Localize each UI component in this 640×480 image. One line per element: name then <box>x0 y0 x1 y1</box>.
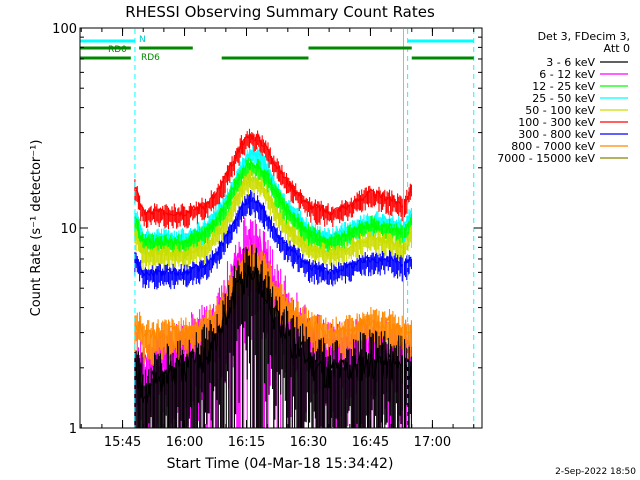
legend-entry-label: 300 - 800 keV <box>518 128 595 141</box>
x-tick-label: 17:00 <box>414 435 451 450</box>
flag-label-n: N <box>139 35 146 45</box>
legend-entry-label: 100 - 300 keV <box>518 116 595 129</box>
legend-header-line-2: Att 0 <box>604 42 630 55</box>
series-3-6-kev <box>134 244 412 428</box>
legend-entry: 12 - 25 keV <box>532 80 628 93</box>
legend-entry: 25 - 50 keV <box>532 92 628 105</box>
series-100-300-kev <box>134 128 412 230</box>
footer-timestamp: 2-Sep-2022 18:50 <box>555 467 636 477</box>
legend-entry: 3 - 6 keV <box>546 56 628 69</box>
legend-entry-label: 50 - 100 keV <box>525 104 595 117</box>
flag-label-rd6: RD6 <box>141 53 160 63</box>
legend-entry-label: 7000 - 15000 keV <box>497 152 595 165</box>
flag-label-rd0: RD0 <box>108 45 127 55</box>
y-tick-label: 1 <box>69 422 77 437</box>
y-tick-label: 100 <box>52 22 77 37</box>
x-tick-label: 15:45 <box>104 435 141 450</box>
legend-entry: 100 - 300 keV <box>518 116 628 129</box>
axes: 15:45 16:00 16:15 16:30 16:45 17:00 1 10 100 <box>52 22 482 450</box>
legend-entry-label: 6 - 12 keV <box>539 68 595 81</box>
legend-entry: 7000 - 15000 keV <box>497 152 628 165</box>
x-tick-label: 16:30 <box>290 435 327 450</box>
legend-entry: 300 - 800 keV <box>518 128 628 141</box>
legend-header-line-1: Det 3, FDecim 3, <box>538 30 630 43</box>
plot-area: N RD0 RD6 <box>79 29 475 428</box>
y-axis-label: Count Rate (s⁻¹ detector⁻¹) <box>29 140 44 317</box>
legend-entry: 800 - 7000 keV <box>511 140 628 153</box>
legend-entry: 50 - 100 keV <box>525 104 628 117</box>
legend-entry: 6 - 12 keV <box>539 68 628 81</box>
x-tick-label: 16:15 <box>228 435 265 450</box>
x-axis-label: Start Time (04-Mar-18 15:34:42) <box>167 456 394 472</box>
y-tick-label: 10 <box>60 222 77 237</box>
legend-entry-label: 3 - 6 keV <box>546 56 595 69</box>
x-tick-label: 16:45 <box>352 435 389 450</box>
legend-entry-label: 12 - 25 keV <box>532 80 595 93</box>
legend-entry-label: 800 - 7000 keV <box>511 140 595 153</box>
x-tick-label: 16:00 <box>166 435 203 450</box>
chart-title: RHESSI Observing Summary Count Rates <box>125 3 435 21</box>
legend-entry-label: 25 - 50 keV <box>532 92 595 105</box>
